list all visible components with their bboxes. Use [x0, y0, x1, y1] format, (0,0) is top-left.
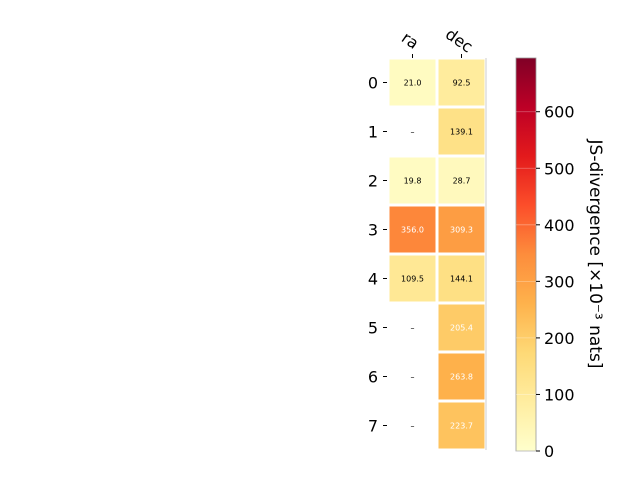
heatmap-cell	[438, 304, 485, 351]
heatmap-cell	[438, 157, 485, 204]
column-label: dec	[442, 24, 476, 56]
heatmap-cell	[438, 206, 485, 253]
row-label: 0	[368, 74, 378, 93]
colorbar-ticks: 0 100 200 300 400 500 600	[516, 103, 575, 461]
row-label: 1	[368, 123, 378, 142]
heatmap-cell	[389, 59, 436, 106]
cell-value-label: 28.7	[453, 177, 471, 186]
colorbar-tick-label: 600	[544, 103, 575, 122]
cell-value-label: –	[411, 128, 415, 137]
colorbar-tick-label: 0	[544, 442, 554, 461]
cell-value-label: 223.7	[450, 422, 473, 431]
heatmap-cell	[438, 59, 485, 106]
cell-value-label: 21.0	[404, 79, 422, 88]
row-label: 2	[368, 172, 378, 191]
row-label: 5	[368, 319, 378, 338]
cell-value-label: –	[411, 324, 415, 333]
row-label: 6	[368, 368, 378, 387]
heatmap-cell	[389, 255, 436, 302]
colorbar-tick-label: 500	[544, 159, 575, 178]
row-labels: 0 1 2 3 4 5 6 7	[368, 74, 387, 436]
heatmap-cell	[438, 353, 485, 400]
heatmap-cell	[389, 157, 436, 204]
cell-value-label: 92.5	[453, 79, 471, 88]
row-label: 7	[368, 417, 378, 436]
heatmap-cells: 21.0 92.5 – 139.1 19.8 28.7 356.0 309.3 109.5 144…	[389, 59, 485, 449]
cell-value-label: –	[411, 373, 415, 382]
cell-value-label: 139.1	[450, 128, 473, 137]
row-label: 3	[368, 221, 378, 240]
cell-value-label: 356.0	[401, 226, 424, 235]
colorbar-tick-label: 400	[544, 216, 575, 235]
cell-value-label: 263.8	[450, 373, 473, 382]
cell-value-label: 109.5	[401, 275, 424, 284]
column-label: ra	[398, 28, 422, 53]
cell-value-label: 144.1	[450, 275, 473, 284]
heatmap-cell	[438, 255, 485, 302]
cell-value-label: –	[411, 422, 415, 431]
colorbar-tick-label: 200	[544, 329, 575, 348]
colorbar-tick-label: 100	[544, 385, 575, 404]
column-labels: ra dec	[398, 24, 476, 58]
heatmap-cell	[389, 206, 436, 253]
row-label: 4	[368, 270, 378, 289]
heatmap-cell	[438, 108, 485, 155]
colorbar	[515, 57, 537, 452]
cell-value-label: 19.8	[404, 177, 422, 186]
colorbar-label: JS-divergence [×10⁻³ nats]	[585, 139, 605, 369]
cell-value-label: 309.3	[450, 226, 473, 235]
heatmap-cell	[438, 402, 485, 449]
colorbar-gradient	[515, 57, 537, 452]
colorbar-tick-label: 300	[544, 272, 575, 291]
cell-value-label: 205.4	[450, 324, 473, 333]
